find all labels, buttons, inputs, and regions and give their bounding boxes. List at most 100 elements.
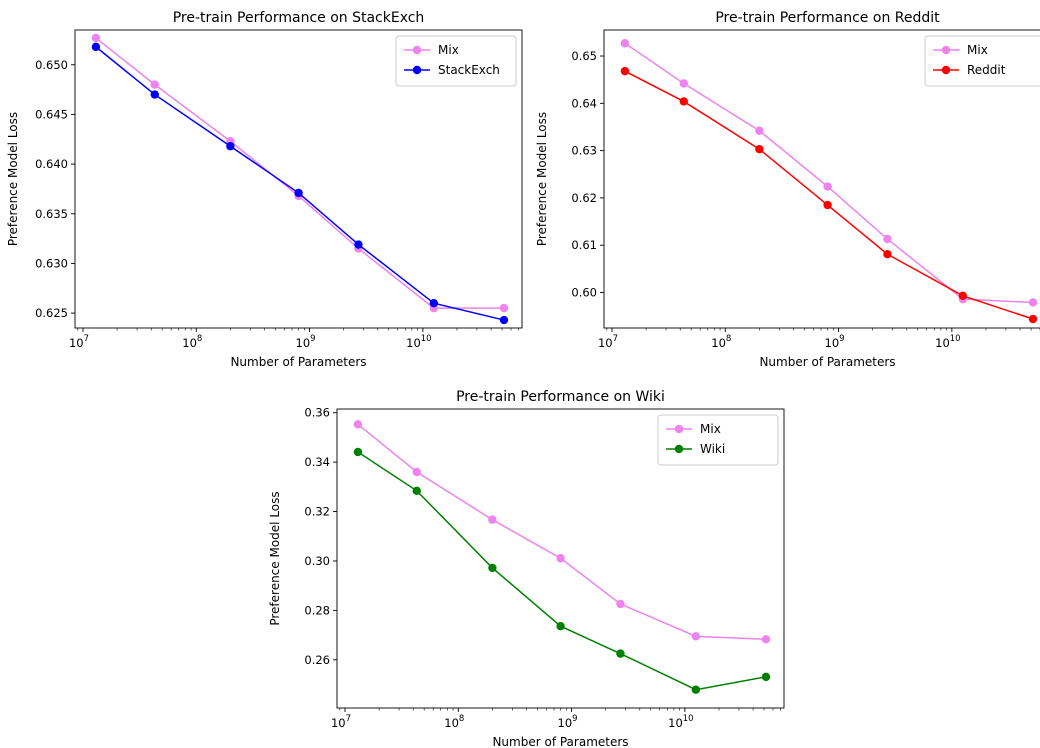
x-axis-label: Number of Parameters	[759, 355, 895, 369]
data-point	[91, 33, 101, 43]
data-point	[1028, 298, 1038, 307]
data-point	[412, 486, 421, 495]
legend-marker	[412, 65, 422, 75]
x-tick-label: 109	[825, 334, 845, 350]
data-point	[679, 97, 688, 106]
y-tick-label: 0.60	[571, 286, 597, 300]
data-point	[883, 234, 892, 244]
x-tick-label: 109	[296, 334, 316, 350]
chart-1: Pre-train Performance on Reddit 0.60 0.61 0…	[535, 10, 1040, 369]
y-tick-label: 0.640	[35, 157, 68, 171]
x-tick-label: 108	[711, 334, 731, 350]
data-point	[823, 200, 832, 210]
chart-title: Pre-train Performance on StackExch	[173, 10, 425, 26]
data-point	[620, 39, 630, 48]
data-point	[556, 622, 565, 631]
x-axis-label: Number of Parameters	[492, 735, 628, 748]
data-point	[620, 66, 630, 76]
data-point	[616, 649, 625, 658]
legend-box	[395, 35, 517, 87]
plot-area	[91, 33, 509, 325]
x-tick-label: 1010	[935, 334, 960, 350]
legend-label: Mix	[700, 422, 721, 436]
legend-marker	[941, 65, 951, 75]
data-point	[691, 632, 701, 641]
legend-marker	[941, 45, 951, 55]
plot-area	[353, 420, 771, 694]
data-point	[761, 672, 771, 682]
data-point	[499, 303, 509, 313]
data-point	[488, 563, 497, 573]
legend-label: Reddit	[967, 63, 1006, 77]
y-tick-label: 0.62	[571, 191, 597, 205]
legend-label: StackExch	[438, 63, 500, 77]
data-point	[616, 599, 625, 609]
data-point	[353, 447, 363, 457]
y-tick-label: 0.30	[304, 554, 330, 568]
data-point	[755, 145, 764, 154]
legend: Mix StackExch	[395, 35, 517, 87]
data-point	[556, 554, 565, 563]
legend-label: Mix	[967, 43, 988, 57]
y-axis-label: Preference Model Loss	[535, 112, 549, 246]
legend-box	[657, 414, 779, 466]
y-tick-label: 0.61	[571, 238, 597, 252]
data-point	[226, 142, 235, 151]
x-tick-label: 109	[558, 714, 578, 730]
legend-label: Wiki	[700, 442, 725, 456]
data-point	[823, 182, 832, 191]
data-point	[761, 635, 771, 644]
x-tick-label: 107	[69, 334, 89, 350]
data-point	[412, 467, 421, 477]
data-point	[429, 298, 439, 308]
y-tick-label: 0.32	[304, 505, 330, 519]
x-axis-label: Number of Parameters	[230, 355, 366, 369]
legend: Mix Reddit	[924, 35, 1040, 87]
data-point	[499, 315, 509, 325]
data-point	[150, 80, 159, 89]
x-tick-label: 108	[182, 334, 202, 350]
data-point	[1028, 314, 1038, 324]
legend-box	[924, 35, 1040, 87]
legend-marker	[674, 424, 684, 434]
legend-marker	[412, 45, 422, 55]
y-tick-label: 0.650	[35, 58, 68, 72]
data-point	[488, 515, 497, 524]
data-point	[353, 420, 363, 429]
y-tick-label: 0.28	[304, 603, 330, 617]
y-tick-label: 0.63	[571, 144, 597, 158]
y-tick-label: 0.64	[571, 96, 597, 110]
chart-0: Pre-train Performance on StackExch 0.625 0…	[6, 10, 523, 369]
legend: Mix Wiki	[657, 414, 779, 466]
axes-frame	[603, 29, 1040, 329]
chart-2: Pre-train Performance on Wiki 0.26 0.28 0.3…	[268, 389, 785, 748]
plot-area	[620, 39, 1038, 324]
y-axis-label: Preference Model Loss	[268, 491, 282, 625]
x-tick-label: 1010	[406, 334, 431, 350]
axes-frame	[74, 29, 523, 329]
chart-title: Pre-train Performance on Reddit	[715, 10, 940, 26]
legend-label: Mix	[438, 43, 459, 57]
y-tick-label: 0.645	[35, 107, 68, 121]
y-tick-label: 0.635	[35, 207, 68, 221]
data-point	[294, 188, 303, 198]
data-point	[679, 79, 688, 88]
data-point	[354, 240, 363, 249]
y-tick-label: 0.65	[571, 49, 597, 63]
x-tick-label: 107	[598, 334, 618, 350]
series-line-1	[624, 70, 1034, 320]
y-tick-label: 0.630	[35, 256, 68, 270]
data-point	[691, 685, 701, 694]
x-tick-label: 108	[444, 714, 464, 730]
chart-title: Pre-train Performance on Wiki	[456, 389, 665, 405]
y-axis-label: Preference Model Loss	[6, 112, 20, 246]
data-point	[150, 90, 159, 99]
data-point	[883, 250, 892, 259]
x-tick-label: 1010	[668, 714, 693, 730]
axes-frame	[336, 408, 785, 709]
y-tick-label: 0.26	[304, 653, 330, 667]
legend-marker	[674, 444, 684, 454]
y-tick-label: 0.625	[35, 306, 68, 320]
data-point	[755, 126, 764, 135]
